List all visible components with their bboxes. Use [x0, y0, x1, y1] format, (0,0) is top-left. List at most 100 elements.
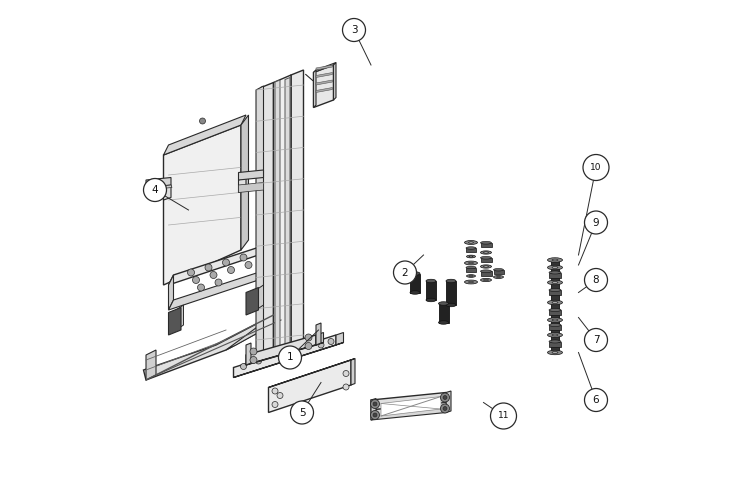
Polygon shape [291, 70, 304, 347]
Polygon shape [314, 70, 316, 108]
Polygon shape [549, 310, 561, 315]
Ellipse shape [481, 251, 492, 254]
Circle shape [373, 402, 377, 406]
Circle shape [215, 279, 222, 286]
Polygon shape [316, 332, 323, 345]
Polygon shape [481, 271, 492, 276]
Ellipse shape [547, 258, 562, 262]
Polygon shape [481, 258, 492, 262]
Circle shape [584, 388, 608, 411]
Polygon shape [226, 315, 281, 350]
Polygon shape [438, 304, 448, 322]
Circle shape [210, 272, 217, 278]
Polygon shape [246, 343, 251, 365]
Ellipse shape [547, 350, 562, 355]
Ellipse shape [468, 242, 474, 244]
Ellipse shape [484, 279, 489, 281]
Polygon shape [381, 396, 441, 416]
Ellipse shape [465, 240, 478, 244]
Polygon shape [144, 315, 281, 380]
Text: 10: 10 [590, 163, 602, 172]
Polygon shape [466, 248, 476, 252]
Ellipse shape [466, 266, 476, 269]
Ellipse shape [484, 252, 489, 253]
Ellipse shape [552, 319, 558, 321]
Ellipse shape [552, 352, 558, 354]
Ellipse shape [481, 270, 492, 272]
Ellipse shape [547, 265, 562, 270]
Circle shape [245, 262, 252, 268]
Circle shape [343, 370, 349, 376]
Ellipse shape [484, 266, 489, 267]
Ellipse shape [466, 274, 475, 278]
Circle shape [441, 393, 450, 402]
Polygon shape [256, 86, 263, 362]
Ellipse shape [549, 288, 561, 292]
Polygon shape [466, 268, 476, 272]
Ellipse shape [468, 281, 474, 283]
Circle shape [443, 396, 447, 400]
Ellipse shape [481, 256, 492, 259]
Circle shape [443, 406, 447, 410]
Polygon shape [256, 285, 263, 310]
Circle shape [318, 342, 324, 348]
Polygon shape [176, 305, 183, 330]
Polygon shape [274, 240, 281, 275]
Polygon shape [168, 308, 181, 335]
Ellipse shape [481, 242, 492, 244]
Ellipse shape [468, 262, 474, 264]
Polygon shape [146, 350, 156, 380]
Ellipse shape [552, 282, 558, 284]
Polygon shape [549, 290, 561, 295]
Polygon shape [549, 272, 561, 278]
Circle shape [305, 342, 312, 349]
Polygon shape [146, 178, 171, 188]
Circle shape [187, 269, 195, 276]
Polygon shape [246, 288, 259, 315]
Circle shape [272, 402, 278, 407]
Text: 1: 1 [287, 352, 293, 362]
Circle shape [240, 254, 247, 261]
Ellipse shape [552, 266, 558, 268]
Circle shape [290, 401, 314, 424]
Polygon shape [371, 398, 376, 420]
Text: 3: 3 [350, 25, 357, 35]
Polygon shape [333, 62, 336, 100]
Polygon shape [234, 342, 344, 378]
Polygon shape [168, 275, 174, 310]
Polygon shape [268, 358, 355, 388]
Circle shape [305, 334, 312, 341]
Text: 9: 9 [593, 218, 599, 228]
Ellipse shape [446, 279, 456, 283]
Polygon shape [316, 72, 332, 78]
Ellipse shape [552, 259, 558, 261]
Text: 8: 8 [593, 275, 599, 285]
Polygon shape [238, 182, 263, 192]
Polygon shape [446, 281, 456, 305]
Ellipse shape [446, 303, 456, 306]
Polygon shape [551, 260, 559, 352]
Ellipse shape [493, 268, 504, 271]
Circle shape [277, 392, 283, 398]
Polygon shape [241, 115, 248, 250]
Circle shape [583, 154, 609, 180]
Circle shape [256, 358, 262, 364]
Polygon shape [163, 125, 241, 285]
Circle shape [371, 400, 380, 408]
Circle shape [198, 284, 205, 291]
Circle shape [250, 348, 257, 355]
Polygon shape [446, 391, 451, 412]
Ellipse shape [466, 246, 476, 249]
Ellipse shape [438, 302, 448, 305]
Circle shape [272, 388, 278, 394]
Polygon shape [163, 185, 171, 200]
Polygon shape [481, 243, 492, 247]
Polygon shape [246, 342, 323, 365]
Polygon shape [371, 392, 446, 410]
Polygon shape [316, 323, 321, 345]
Polygon shape [336, 332, 344, 345]
Polygon shape [549, 342, 561, 346]
Ellipse shape [552, 302, 558, 304]
Ellipse shape [493, 276, 504, 278]
Polygon shape [316, 88, 332, 92]
